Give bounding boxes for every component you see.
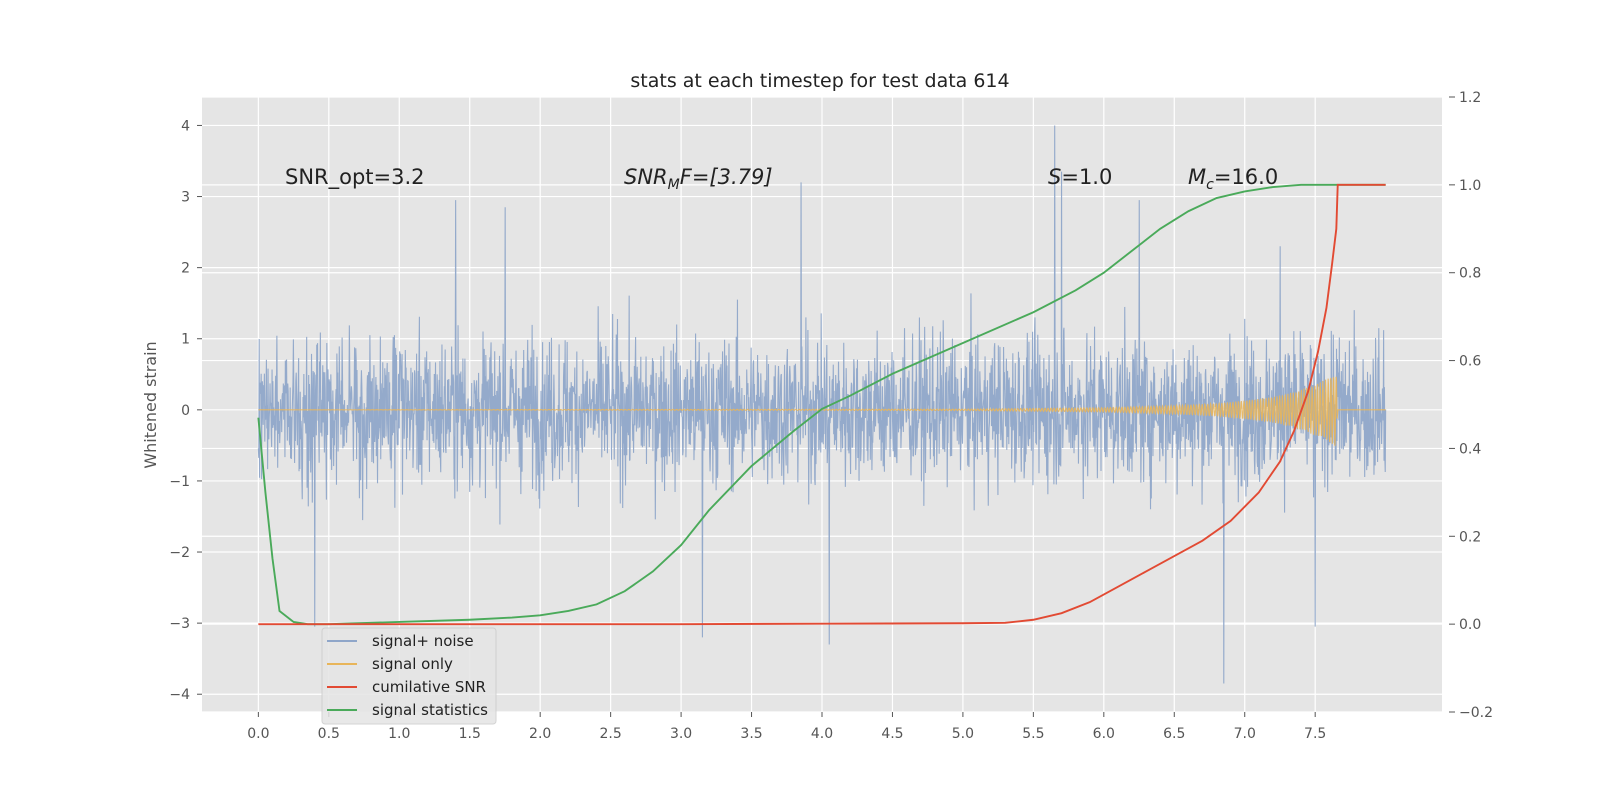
x-tick-label: 6.0 xyxy=(1093,726,1115,742)
annotation-snr-mf: SNRMF=[3.79] xyxy=(624,165,773,193)
statistic-lines xyxy=(257,183,1386,626)
y2-tick-label: 1.2 xyxy=(1459,90,1481,106)
x-tick-label: 3.5 xyxy=(740,726,762,742)
legend-label: signal+ noise xyxy=(372,632,474,650)
x-tick-label: 7.0 xyxy=(1234,726,1256,742)
y2-tick-label: 0.0 xyxy=(1459,617,1481,633)
y2-tick-label: 0.8 xyxy=(1459,266,1481,282)
x-tick-label: 4.0 xyxy=(811,726,833,742)
annotation-s: S=1.0 xyxy=(1048,165,1112,189)
x-tick-label: 5.0 xyxy=(952,726,974,742)
legend: signal+ noise signal only cumilative SNR si… xyxy=(321,627,497,725)
x-tick-label: 0.0 xyxy=(247,726,269,742)
x-tick-label: 1.0 xyxy=(388,726,410,742)
annotation-mc: Mc=16.0 xyxy=(1188,165,1278,193)
legend-label: cumilative SNR xyxy=(372,678,486,696)
x-tick-label: 0.5 xyxy=(318,726,340,742)
y-axis-label: Whitened strain xyxy=(141,341,160,468)
y2-tick-label: −0.2 xyxy=(1459,705,1493,721)
y-tick-label: −4 xyxy=(169,687,190,703)
x-tick-label: 7.5 xyxy=(1304,726,1326,742)
x-tick-label: 2.0 xyxy=(529,726,551,742)
legend-box xyxy=(321,627,497,725)
x-tick-label: 3.0 xyxy=(670,726,692,742)
y2-tick-label: 0.6 xyxy=(1459,354,1481,370)
signal-noise-line xyxy=(257,125,1387,684)
y-tick-label: 4 xyxy=(181,118,190,134)
legend-label: signal statistics xyxy=(372,701,488,719)
y-tick-label: 3 xyxy=(181,190,190,206)
annotations: SNR_opt=3.2 SNRMF=[3.79] S=1.0 Mc=16.0 xyxy=(285,165,1278,193)
x-tick-label: 6.5 xyxy=(1163,726,1185,742)
x-tick-label: 4.5 xyxy=(881,726,903,742)
x-tick-label: 5.5 xyxy=(1022,726,1044,742)
y-tick-label: −1 xyxy=(169,474,190,490)
y-tick-label: 2 xyxy=(181,261,190,277)
legend-label: signal only xyxy=(372,655,453,673)
annotation-snr-opt: SNR_opt=3.2 xyxy=(285,165,425,190)
y2-tick-label: 0.4 xyxy=(1459,441,1481,457)
y-tick-label: −2 xyxy=(169,545,190,561)
axis-ticks: 0.0 0.5 1.0 1.5 2.0 2.5 3.0 3.5 4.0 4.5 5.0 5.5 6.0 6… xyxy=(169,90,1493,742)
x-tick-label: 1.5 xyxy=(459,726,481,742)
y-tick-label: −3 xyxy=(169,616,190,632)
y-tick-label: 1 xyxy=(181,332,190,348)
signal-noise-series xyxy=(257,125,1387,684)
chart-title: stats at each timestep for test data 614 xyxy=(630,70,1009,92)
cumulative-snr-line xyxy=(258,183,1386,626)
y-tick-label: 0 xyxy=(181,403,190,419)
x-tick-label: 2.5 xyxy=(600,726,622,742)
y2-tick-label: 1.0 xyxy=(1459,178,1481,194)
y2-tick-label: 0.2 xyxy=(1459,529,1481,545)
